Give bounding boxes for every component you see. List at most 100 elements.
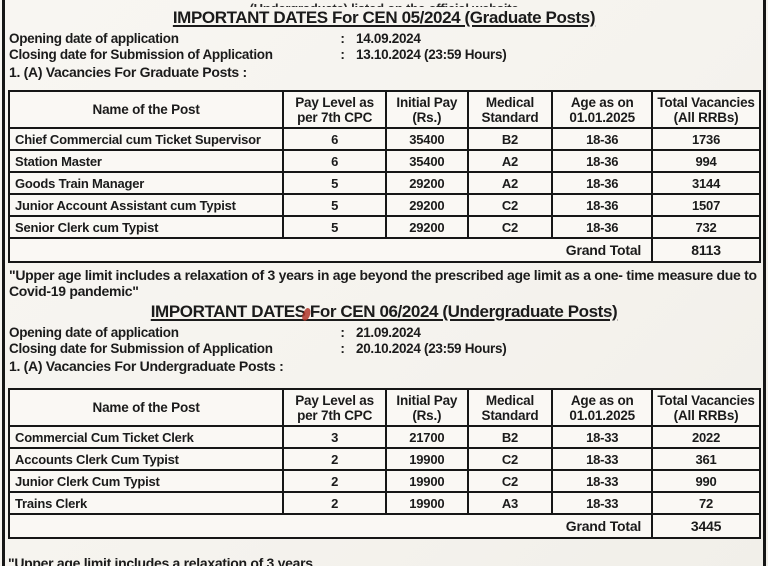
graduate-closing-date-row: Closing date for Submission of Applicati… — [9, 47, 768, 63]
cell-post: Trains Clerk — [7, 491, 285, 515]
grand-total-label: Grand Total — [7, 237, 654, 263]
cell-medical: C2 — [466, 447, 554, 471]
clipped-top-line: (Undergraduate) listed on the official w… — [0, 0, 768, 7]
colon-separator: : — [340, 47, 345, 62]
table-row: Accounts Clerk Cum Typist 2 19900 C2 18-… — [7, 447, 761, 471]
colon-separator: : — [340, 325, 345, 340]
cell-pay-level: 2 — [282, 469, 387, 493]
table-row: Station Master 6 35400 A2 18-36 994 — [7, 149, 761, 173]
closing-date-value: 20.10.2024 (23:59 Hours) — [356, 341, 507, 356]
table-row: Commercial Cum Ticket Clerk 3 21700 B2 1… — [7, 425, 761, 449]
opening-date-label: Opening date of application — [9, 31, 179, 46]
table-row: Chief Commercial cum Ticket Supervisor 6… — [7, 127, 761, 151]
cell-vacancies: 732 — [651, 215, 761, 239]
table-header-row: Name of the Post Pay Level as per 7th CP… — [7, 388, 761, 427]
cell-initial-pay: 29200 — [385, 193, 469, 217]
cell-post: Station Master — [7, 149, 285, 173]
cell-initial-pay: 19900 — [385, 469, 469, 493]
opening-date-label: Opening date of application — [9, 325, 179, 340]
table-row: Goods Train Manager 5 29200 A2 18-36 314… — [7, 171, 761, 195]
cell-pay-level: 5 — [282, 171, 387, 195]
cell-medical: C2 — [466, 215, 554, 239]
grand-total-label: Grand Total — [7, 513, 654, 539]
cell-initial-pay: 29200 — [385, 215, 469, 239]
clipped-bottom-line: "Upper age limit includes a relaxation o… — [8, 555, 760, 566]
undergraduate-section-heading: IMPORTANT DATES For CEN 06/2024 (Undergr… — [0, 302, 768, 322]
cell-post: Junior Account Assistant cum Typist — [7, 193, 285, 217]
cell-medical: B2 — [466, 127, 554, 151]
cell-age: 18-36 — [551, 215, 654, 239]
cell-initial-pay: 19900 — [385, 491, 469, 515]
undergraduate-vacancies-title: 1. (A) Vacancies For Undergraduate Posts… — [9, 358, 284, 374]
undergraduate-vacancies-table: Name of the Post Pay Level as per 7th CP… — [7, 388, 761, 539]
graduate-vacancies-title: 1. (A) Vacancies For Graduate Posts : — [9, 64, 247, 80]
closing-date-label: Closing date for Submission of Applicati… — [9, 47, 273, 62]
col-header-pay-level: Pay Level as per 7th CPC — [282, 90, 387, 129]
cell-medical: C2 — [466, 193, 554, 217]
table-row: Senior Clerk cum Typist 5 29200 C2 18-36… — [7, 215, 761, 239]
undergraduate-closing-date-row: Closing date for Submission of Applicati… — [9, 341, 768, 357]
cell-medical: C2 — [466, 469, 554, 493]
graduate-vacancies-table: Name of the Post Pay Level as per 7th CP… — [7, 90, 761, 263]
cell-pay-level: 5 — [282, 193, 387, 217]
cell-age: 18-36 — [551, 149, 654, 173]
cell-medical: A2 — [466, 149, 554, 173]
cell-vacancies: 1507 — [651, 193, 761, 217]
cell-age: 18-33 — [551, 447, 654, 471]
cell-age: 18-36 — [551, 171, 654, 195]
clipped-top-text: (Undergraduate) listed on the official w… — [250, 1, 519, 7]
cell-pay-level: 6 — [282, 127, 387, 151]
cell-initial-pay: 29200 — [385, 171, 469, 195]
table-header-row: Name of the Post Pay Level as per 7th CP… — [7, 90, 761, 129]
grand-total-value: 8113 — [651, 237, 761, 263]
cell-initial-pay: 35400 — [385, 149, 469, 173]
col-header-initial-pay: Initial Pay (Rs.) — [385, 388, 469, 427]
cell-post: Junior Clerk Cum Typist — [7, 469, 285, 493]
col-header-post: Name of the Post — [7, 90, 285, 129]
cell-age: 18-33 — [551, 425, 654, 449]
undergraduate-opening-date-row: Opening date of application : 21.09.2024 — [9, 325, 768, 341]
cell-initial-pay: 35400 — [385, 127, 469, 151]
cell-post: Senior Clerk cum Typist — [7, 215, 285, 239]
cell-vacancies: 990 — [651, 469, 761, 493]
undergraduate-dates-block: Opening date of application : 21.09.2024… — [9, 325, 768, 357]
cell-age: 18-36 — [551, 127, 654, 151]
cell-pay-level: 2 — [282, 491, 387, 515]
cell-medical: A2 — [466, 171, 554, 195]
grand-total-value: 3445 — [651, 513, 761, 539]
table-row: Trains Clerk 2 19900 A3 18-33 72 — [7, 491, 761, 515]
col-header-post: Name of the Post — [7, 388, 285, 427]
cell-vacancies: 72 — [651, 491, 761, 515]
cell-age: 18-36 — [551, 193, 654, 217]
covid-age-relaxation-note: "Upper age limit includes a relaxation o… — [9, 267, 757, 299]
col-header-total-vacancies: Total Vacancies (All RRBs) — [651, 90, 761, 129]
graduate-opening-date-row: Opening date of application : 14.09.2024 — [9, 31, 768, 47]
clipped-bottom-text: "Upper age limit includes a relaxation o… — [8, 555, 313, 566]
cell-vacancies: 2022 — [651, 425, 761, 449]
cell-post: Commercial Cum Ticket Clerk — [7, 425, 285, 449]
col-header-medical: Medical Standard — [466, 90, 554, 129]
cell-medical: B2 — [466, 425, 554, 449]
col-header-medical: Medical Standard — [466, 388, 554, 427]
cell-pay-level: 5 — [282, 215, 387, 239]
colon-separator: : — [340, 341, 345, 356]
closing-date-label: Closing date for Submission of Applicati… — [9, 341, 273, 356]
opening-date-value: 21.09.2024 — [356, 325, 421, 340]
cell-pay-level: 3 — [282, 425, 387, 449]
col-header-total-vacancies: Total Vacancies (All RRBs) — [651, 388, 761, 427]
col-header-initial-pay: Initial Pay (Rs.) — [385, 90, 469, 129]
cell-initial-pay: 21700 — [385, 425, 469, 449]
cell-vacancies: 3144 — [651, 171, 761, 195]
graduate-section-heading: IMPORTANT DATES For CEN 05/2024 (Graduat… — [172, 8, 596, 27]
cell-medical: A3 — [466, 491, 554, 515]
colon-separator: : — [340, 31, 345, 46]
cell-pay-level: 6 — [282, 149, 387, 173]
grand-total-row: Grand Total 8113 — [7, 237, 761, 263]
graduate-dates-block: Opening date of application : 14.09.2024… — [9, 31, 768, 63]
cell-post: Goods Train Manager — [7, 171, 285, 195]
cell-age: 18-33 — [551, 491, 654, 515]
col-header-age: Age as on 01.01.2025 — [551, 90, 654, 129]
cell-age: 18-33 — [551, 469, 654, 493]
cell-post: Chief Commercial cum Ticket Supervisor — [7, 127, 285, 151]
